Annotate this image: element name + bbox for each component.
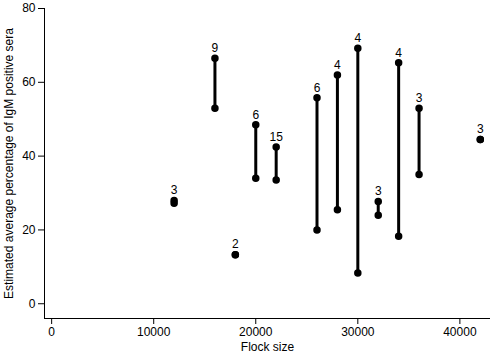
svg-text:80: 80 <box>22 1 36 15</box>
svg-text:4: 4 <box>395 46 402 60</box>
svg-text:3: 3 <box>171 183 178 197</box>
svg-text:60: 60 <box>22 75 36 89</box>
svg-text:40: 40 <box>22 149 36 163</box>
svg-text:6: 6 <box>252 108 259 122</box>
svg-text:2: 2 <box>232 237 239 251</box>
svg-text:4: 4 <box>334 58 341 72</box>
svg-text:30000: 30000 <box>341 325 375 339</box>
svg-text:0: 0 <box>29 297 36 311</box>
svg-text:10000: 10000 <box>137 325 171 339</box>
svg-text:20: 20 <box>22 223 36 237</box>
svg-text:40000: 40000 <box>443 325 477 339</box>
svg-text:3: 3 <box>416 91 423 105</box>
svg-text:Flock size: Flock size <box>241 340 295 353</box>
svg-text:0: 0 <box>48 325 55 339</box>
svg-text:3: 3 <box>477 122 484 136</box>
svg-text:9: 9 <box>212 41 219 55</box>
svg-text:20000: 20000 <box>239 325 273 339</box>
svg-text:Estimated average percentage o: Estimated average percentage of IgM posi… <box>2 28 16 299</box>
svg-text:4: 4 <box>354 31 361 45</box>
svg-text:3: 3 <box>375 184 382 198</box>
svg-text:15: 15 <box>269 130 283 144</box>
svg-text:6: 6 <box>314 81 321 95</box>
